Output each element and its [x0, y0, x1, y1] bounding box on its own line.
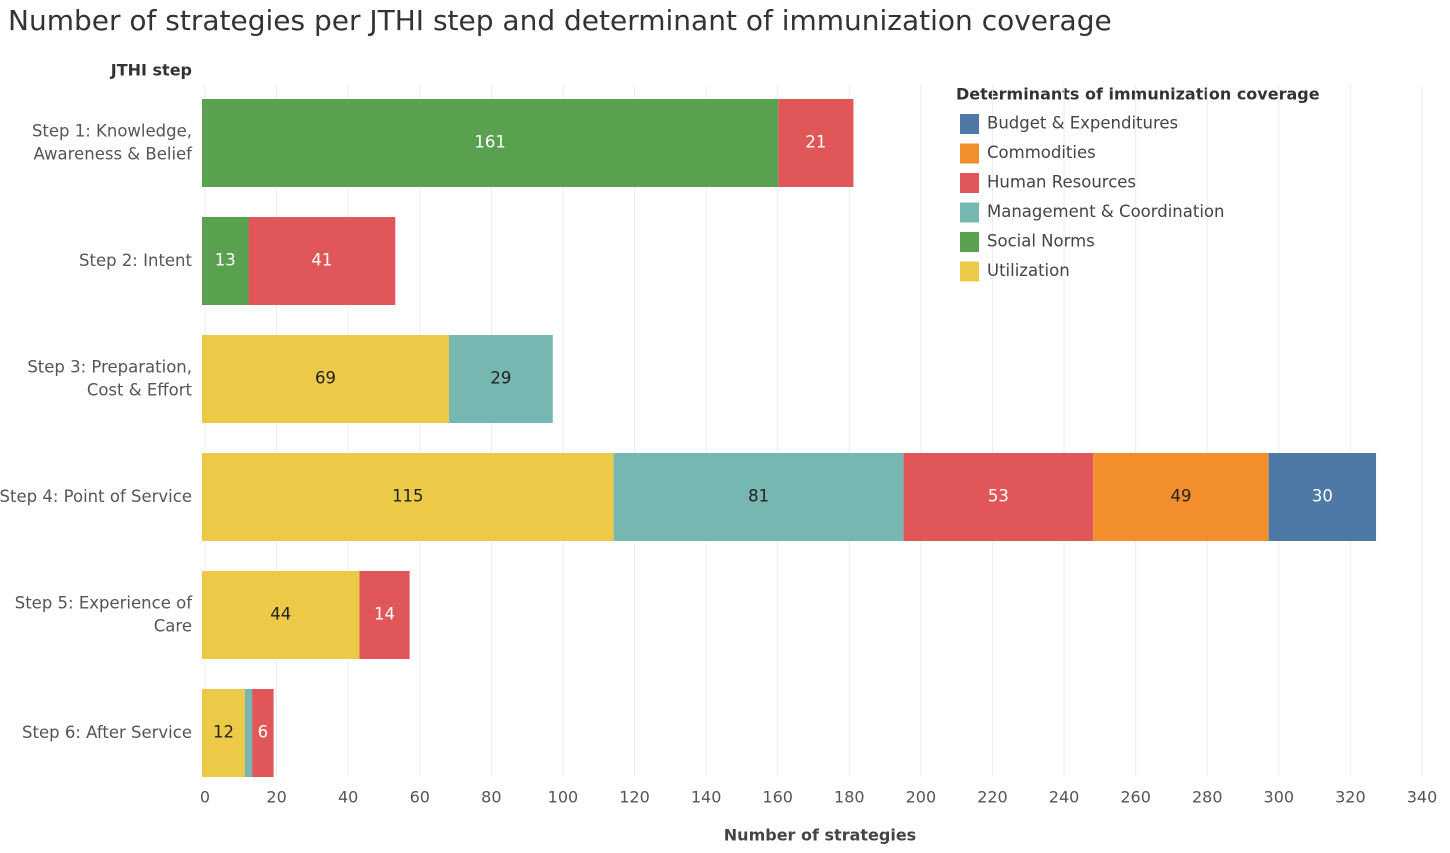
x-tick-label: 260	[1120, 788, 1151, 807]
x-tick-label: 340	[1407, 788, 1438, 807]
x-tick-label: 140	[691, 788, 722, 807]
value-label: 30	[1312, 487, 1333, 506]
value-label: 14	[374, 605, 395, 624]
bar-segment	[613, 453, 904, 541]
x-tick-label: 100	[548, 788, 579, 807]
x-tick-label: 80	[481, 788, 501, 807]
bar-segment	[1093, 453, 1269, 541]
y-tick-label: Step 4: Point of Service	[0, 487, 192, 506]
value-label: 81	[748, 487, 769, 506]
legend-swatch	[960, 114, 979, 134]
legend-swatch	[960, 143, 979, 164]
bar-segment	[359, 571, 410, 659]
x-tick-label: 120	[619, 788, 650, 807]
value-label: 13	[215, 251, 236, 270]
legend-label: Management & Coordination	[987, 202, 1225, 221]
legend-label: Commodities	[987, 143, 1096, 162]
bar-segment	[248, 217, 396, 305]
bar-segment	[202, 689, 245, 777]
value-label: 161	[474, 133, 506, 152]
chart-title: Number of strategies per JTHI step and d…	[8, 4, 1112, 37]
value-label: 44	[270, 605, 291, 624]
legend-label: Social Norms	[987, 232, 1095, 251]
x-tick-label: 320	[1335, 788, 1366, 807]
bar-segment	[202, 335, 449, 423]
bar-segment	[202, 453, 614, 541]
bar-segment	[202, 571, 360, 659]
value-label: 6	[258, 723, 269, 742]
x-tick-label: 240	[1049, 788, 1080, 807]
bar-segment	[1268, 453, 1377, 541]
value-label: 29	[490, 369, 511, 388]
x-tick-label: 300	[1264, 788, 1295, 807]
value-label: 41	[311, 251, 332, 270]
legend-label: Human Resources	[987, 173, 1136, 192]
x-tick-label: 220	[977, 788, 1008, 807]
x-tick-label: 160	[762, 788, 793, 807]
x-tick-label: 0	[200, 788, 210, 807]
y-tick-label: Step 5: Experience of Care	[15, 593, 193, 635]
value-label: 115	[392, 487, 424, 506]
bar-segment	[448, 335, 553, 423]
bar-segment	[252, 689, 274, 777]
legend-label: Utilization	[987, 261, 1070, 280]
legend-title: Determinants of immunization coverage	[956, 85, 1320, 104]
value-label: 49	[1170, 487, 1191, 506]
value-label: 12	[213, 723, 234, 742]
bar-segment	[202, 99, 779, 187]
bar-segment	[244, 689, 253, 777]
x-tick-label: 280	[1192, 788, 1223, 807]
y-tick-label: Step 2: Intent	[79, 251, 193, 270]
legend-label: Budget & Expenditures	[987, 114, 1178, 133]
legend-swatch	[960, 232, 979, 252]
x-tick-label: 40	[338, 788, 358, 807]
y-axis-title: JTHI step	[110, 61, 192, 80]
legend-swatch	[960, 202, 979, 223]
y-tick-label: Step 3: Preparation, Cost & Effort	[27, 357, 192, 399]
x-tick-label: 20	[266, 788, 286, 807]
x-axis-title: Number of strategies	[724, 826, 916, 845]
bar-segment	[903, 453, 1094, 541]
value-label: 53	[988, 487, 1009, 506]
bar-segment	[778, 99, 854, 187]
x-tick-label: 60	[410, 788, 430, 807]
x-tick-label: 200	[906, 788, 937, 807]
value-label: 21	[805, 133, 826, 152]
y-tick-label: Step 1: Knowledge, Awareness & Belief	[32, 121, 193, 163]
bar-segment	[202, 217, 249, 305]
y-tick-label: Step 6: After Service	[22, 723, 192, 742]
legend-swatch	[960, 173, 979, 193]
legend-swatch	[960, 261, 979, 282]
x-tick-label: 180	[834, 788, 865, 807]
value-label: 69	[315, 369, 336, 388]
